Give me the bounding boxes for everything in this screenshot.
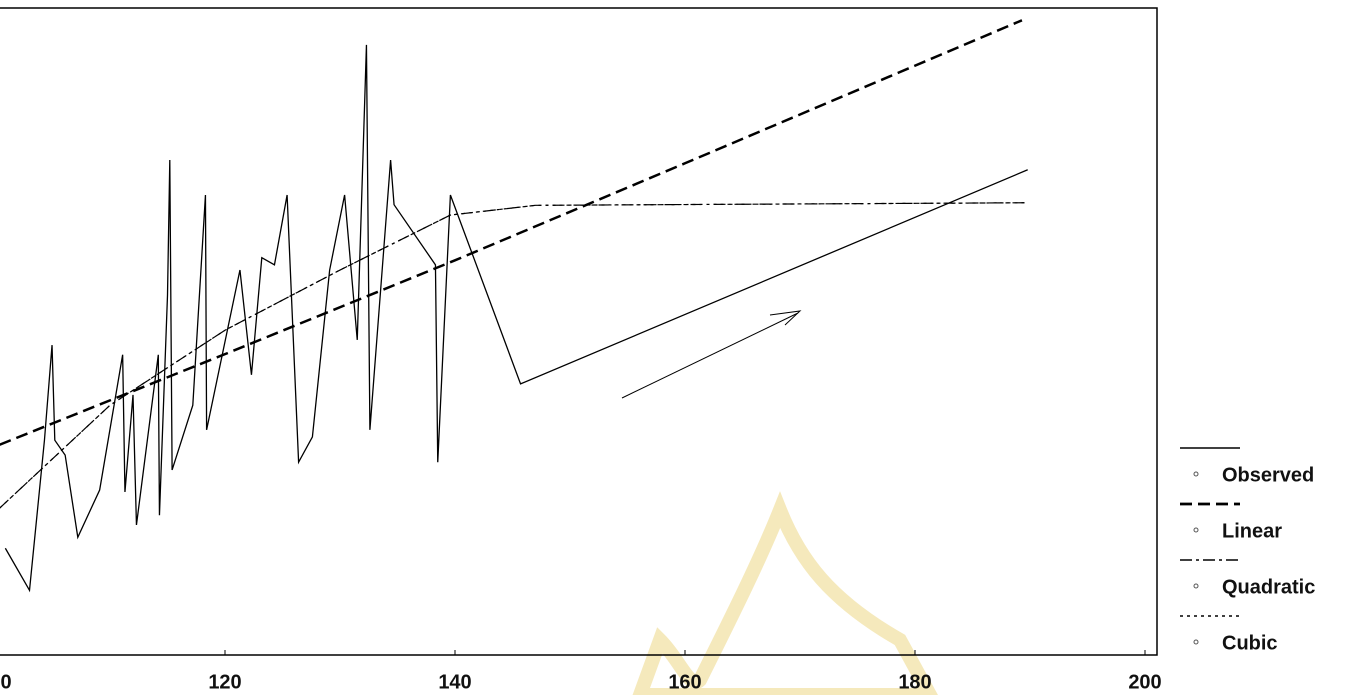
arrow [621,312,799,399]
watermark [632,491,938,695]
series-line [0,202,1028,509]
legend-marker [1193,639,1199,645]
legend-marker [1193,471,1199,477]
legend-marker [1193,527,1199,533]
x-tick-label: 180 [898,671,931,693]
series-line [0,202,1028,509]
series-line [0,19,1023,446]
x-tick-label: 100 [0,671,12,693]
legend-label: Linear [1222,520,1282,542]
x-tick-label: 140 [438,671,471,693]
x-tick-label: 120 [208,671,241,693]
series-line [4,44,1028,593]
x-tick-label: 160 [668,671,701,693]
plot-frame [0,7,1158,656]
legend-label: Quadratic [1222,576,1315,598]
x-tick-label: 200 [1128,671,1161,693]
legend-label: Cubic [1222,632,1278,654]
arrow-head [769,310,802,326]
legend-marker [1193,583,1199,589]
legend-label: Observed [1222,464,1314,486]
